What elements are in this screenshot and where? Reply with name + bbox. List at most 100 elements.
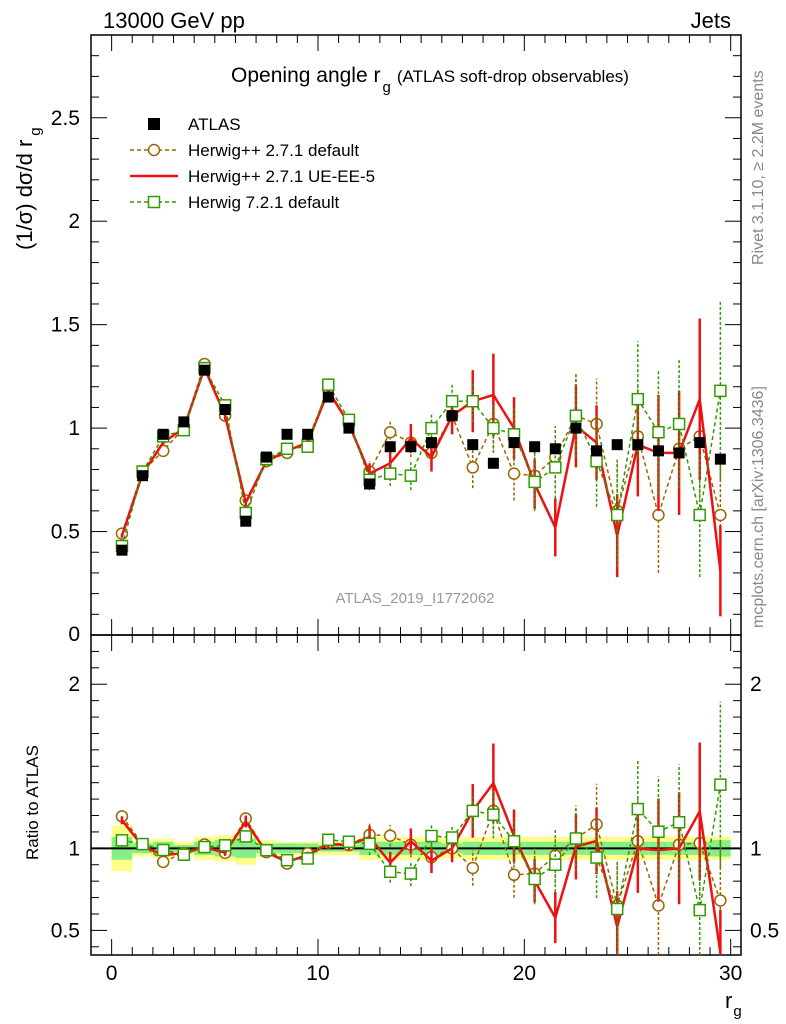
main-point-square [301, 440, 314, 453]
header-left: 13000 GeV pp [103, 8, 245, 33]
analysis-watermark: ATLAS_2019_I1772062 [335, 590, 494, 607]
ratio-point-square [714, 778, 727, 791]
ratio-point-square [610, 902, 624, 916]
main-y-axis-label: (1/σ) dσ/d r g [12, 127, 44, 250]
data-point [714, 453, 726, 465]
data-point [529, 441, 541, 453]
ratio-y-tick-label-right: 0.5 [750, 919, 779, 942]
legend-marker-data [148, 118, 160, 130]
ratio-point-square [693, 903, 706, 917]
plot-title: Opening angle rg (ATLAS soft-drop observa… [231, 64, 629, 96]
main-y-axis-label-sub: g [27, 127, 44, 135]
ratio-y-tick-label-left: 1 [68, 837, 80, 860]
ratio-point-square [425, 829, 438, 843]
ratio-point-square [445, 831, 459, 844]
data-point [384, 441, 396, 453]
ratio-series-line-line [120, 780, 722, 953]
legend: ATLAS Herwig++ 2.7.1 default Herwig++ 2.7.… [130, 115, 375, 212]
ratio-y-axis-label: Ratio to ATLAS [23, 745, 42, 860]
main-point-square [404, 469, 418, 482]
data-point [364, 478, 376, 490]
ratio-point-square [156, 843, 170, 857]
main-point-circle [466, 461, 479, 474]
ratio-point-square [363, 837, 376, 851]
data-marks [115, 301, 727, 955]
ratio-point-circle [507, 868, 521, 882]
ratio-point-square [404, 867, 418, 880]
main-point-square [280, 442, 294, 456]
main-point-square [466, 394, 479, 408]
ratio-point-square [322, 833, 335, 847]
ratio-point-square [652, 825, 665, 838]
ratio-point-square [115, 834, 129, 847]
data-point [570, 422, 582, 434]
main-point-circle [383, 425, 397, 439]
main-point-circle [652, 508, 665, 522]
ratio-point-square [569, 832, 583, 845]
ratio-point-square [280, 853, 294, 867]
ratio-plot-frame [90, 634, 742, 956]
main-point-square [693, 508, 706, 522]
data-point [611, 439, 623, 451]
data-point [302, 428, 314, 440]
legend-marker-square [147, 195, 161, 209]
ratio-point-square [239, 830, 253, 843]
data-point [549, 443, 561, 455]
data-point [178, 416, 190, 428]
legend-label: Herwig 7.2.1 default [188, 193, 339, 212]
data-point [446, 410, 458, 422]
main-point-square [445, 394, 459, 408]
ratio-point-square [301, 852, 314, 865]
ratio-point-square [218, 839, 232, 852]
main-y-tick-label: 1.5 [51, 314, 80, 337]
x-tick-label: 30 [719, 962, 742, 985]
data-point [405, 441, 417, 453]
data-point [652, 445, 664, 457]
main-point-square [569, 409, 583, 422]
main-y-tick-label: 2 [68, 210, 80, 233]
ratio-point-square [487, 808, 500, 821]
ratio-point-square [260, 843, 273, 857]
ratio-y-tick-label-right: 2 [750, 673, 762, 696]
main-series-line-line [120, 364, 722, 572]
main-point-square [652, 425, 665, 439]
ratio-point-square [466, 804, 479, 818]
main-y-tick-label: 1 [68, 417, 80, 440]
data-point [219, 403, 231, 415]
ratio-point-circle [714, 894, 727, 907]
rivet-version-label: Rivet 3.1.10, ≥ 2.2M events [750, 70, 767, 265]
main-point-square [383, 467, 397, 480]
data-point [116, 544, 128, 556]
ratio-point-square [590, 851, 603, 864]
main-y-axis-label-text: (1/σ) dσ/d r [12, 140, 37, 250]
ratio-point-square [549, 858, 562, 871]
ratio-y-tick-label-left: 2 [68, 673, 80, 696]
x-axis-label-text: r [725, 988, 732, 1013]
ratio-point-square [177, 848, 191, 861]
data-point [198, 364, 210, 376]
plot-title-extra: (ATLAS soft-drop observables) [397, 67, 629, 86]
main-point-circle [714, 508, 727, 522]
data-point [343, 422, 355, 434]
data-point [467, 439, 479, 451]
data-point [137, 470, 149, 482]
ratio-point-circle [383, 829, 397, 842]
main-y-tick-label: 2.5 [51, 107, 80, 130]
ratio-point-square [672, 815, 686, 829]
x-tick-label: 10 [306, 962, 329, 985]
x-axis-label-sub: g [733, 1003, 741, 1020]
main-y-tick-label-partial: 0 [68, 623, 80, 646]
ratio-point-square [507, 835, 521, 848]
main-point-square [425, 421, 438, 435]
data-point [281, 428, 293, 440]
main-point-square [590, 454, 603, 468]
data-point [487, 457, 499, 469]
data-point [260, 451, 272, 463]
ratio-point-square [198, 840, 211, 854]
ratio-point-circle [156, 855, 170, 869]
mcplots-label: mcplots.cern.ch [arXiv:1306.3436] [750, 386, 767, 628]
ratio-series-line-square [121, 784, 722, 912]
main-point-square [322, 378, 335, 391]
main-point-square [714, 384, 727, 398]
